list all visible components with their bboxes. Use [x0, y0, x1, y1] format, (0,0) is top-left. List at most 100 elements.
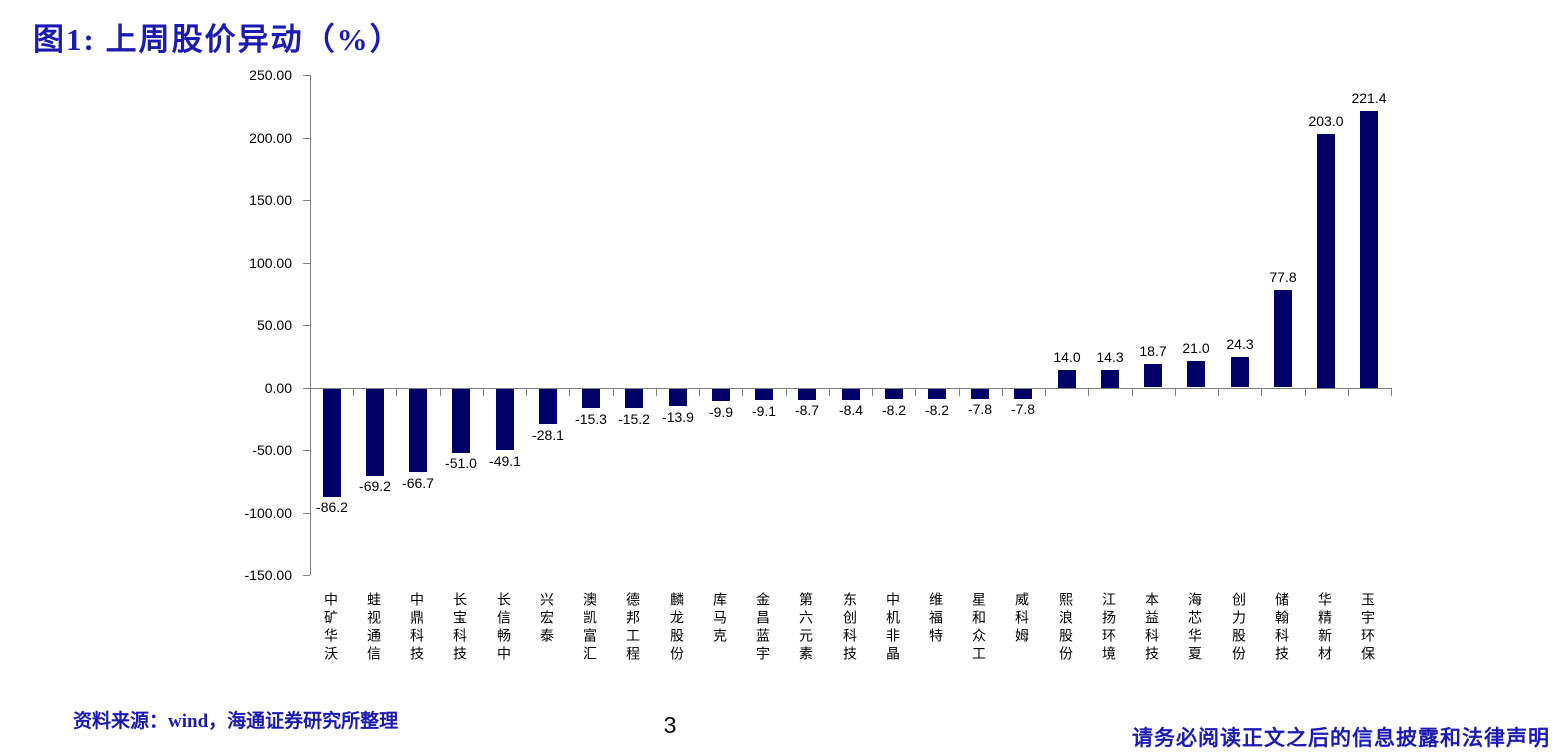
- category-label: 熙浪股份: [1058, 592, 1074, 664]
- x-axis-tick: [310, 388, 311, 396]
- value-label: 14.3: [1096, 349, 1124, 365]
- category-label: 维福特: [928, 592, 944, 646]
- bar: [798, 389, 816, 400]
- y-axis-tick: [303, 200, 310, 201]
- x-axis-tick: [656, 388, 657, 396]
- value-label: -28.1: [532, 427, 564, 443]
- x-axis-tick: [1088, 388, 1089, 396]
- value-label: 24.3: [1226, 336, 1254, 352]
- page-number: 3: [663, 712, 677, 738]
- category-label: 星和众工: [971, 592, 987, 664]
- y-axis-tick-label: -150.00: [244, 567, 292, 583]
- x-axis-tick: [915, 388, 916, 396]
- x-axis-tick: [483, 388, 484, 396]
- category-label: 本益科技: [1144, 592, 1160, 664]
- y-axis-tick-label: 50.00: [256, 317, 292, 333]
- bar: [1014, 389, 1032, 399]
- value-label: -9.9: [708, 404, 734, 420]
- value-label: -7.8: [967, 401, 993, 417]
- bar: [452, 389, 470, 453]
- y-axis-tick-label: 200.00: [249, 130, 292, 146]
- bar: [971, 389, 989, 399]
- value-label: 77.8: [1269, 269, 1297, 285]
- x-axis-tick: [1002, 388, 1003, 396]
- value-label: 18.7: [1139, 343, 1167, 359]
- x-axis-tick: [1175, 388, 1176, 396]
- bar: [496, 389, 514, 450]
- y-axis-tick: [303, 388, 310, 389]
- value-label: -8.7: [794, 402, 820, 418]
- y-axis-tick: [303, 325, 310, 326]
- x-axis-tick: [1261, 388, 1262, 396]
- bar: [885, 389, 903, 399]
- x-axis-tick: [1218, 388, 1219, 396]
- bar: [366, 389, 384, 476]
- x-axis-tick: [396, 388, 397, 396]
- x-axis-tick: [699, 388, 700, 396]
- bar: [323, 389, 341, 497]
- figure-title: 图1: 上周股价异动（%）: [33, 22, 403, 57]
- bar: [1058, 370, 1076, 388]
- category-label: 德邦工程: [625, 592, 641, 664]
- x-axis-tick: [1391, 388, 1392, 396]
- category-label: 澳凯富汇: [582, 592, 598, 664]
- value-label: -8.2: [881, 402, 907, 418]
- bar: [755, 389, 773, 400]
- bar: [1187, 361, 1205, 387]
- category-label: 储翰科技: [1274, 592, 1290, 664]
- y-axis-tick-label: -50.00: [252, 442, 292, 458]
- y-axis-tick: [303, 263, 310, 264]
- y-axis-tick: [303, 575, 310, 576]
- category-label: 创力股份: [1231, 592, 1247, 664]
- value-label: -8.2: [924, 402, 950, 418]
- x-axis-line: [310, 388, 1391, 389]
- value-label: -13.9: [662, 409, 694, 425]
- category-label: 麟龙股份: [669, 592, 685, 664]
- value-label: -8.4: [838, 402, 864, 418]
- x-axis-tick: [872, 388, 873, 396]
- bar: [1360, 111, 1378, 388]
- category-label: 第六元素: [798, 592, 814, 664]
- value-label: -66.7: [402, 475, 434, 491]
- x-axis-tick: [742, 388, 743, 396]
- category-label: 江扬环境: [1101, 592, 1117, 664]
- bar: [1274, 290, 1292, 387]
- x-axis-tick: [1045, 388, 1046, 396]
- category-label: 威科姆: [1014, 592, 1030, 646]
- value-label: 21.0: [1182, 340, 1210, 356]
- y-axis-tick-label: -100.00: [244, 505, 292, 521]
- x-axis-tick: [569, 388, 570, 396]
- y-axis-tick: [303, 138, 310, 139]
- bar: [539, 389, 557, 424]
- category-label: 金昌蓝宇: [755, 592, 771, 664]
- category-label: 兴宏泰: [539, 592, 555, 646]
- bar: [409, 389, 427, 472]
- bar: [842, 389, 860, 400]
- x-axis-tick: [613, 388, 614, 396]
- y-axis-tick-label: 100.00: [249, 255, 292, 271]
- x-axis-tick: [1348, 388, 1349, 396]
- value-label: 203.0: [1308, 113, 1344, 129]
- y-axis-tick-label: 150.00: [249, 192, 292, 208]
- x-axis-tick: [440, 388, 441, 396]
- value-label: 221.4: [1351, 90, 1387, 106]
- x-axis-tick: [353, 388, 354, 396]
- x-axis-tick: [829, 388, 830, 396]
- x-axis-tick: [526, 388, 527, 396]
- bar: [582, 389, 600, 408]
- value-label: -7.8: [1010, 401, 1036, 417]
- category-label: 东创科技: [842, 592, 858, 664]
- y-axis-tick: [303, 513, 310, 514]
- source-note: 资料来源：wind，海通证券研究所整理: [73, 711, 399, 732]
- category-label: 长宝科技: [452, 592, 468, 664]
- y-axis-tick-label: 250.00: [249, 67, 292, 83]
- category-label: 中鼎科技: [409, 592, 425, 664]
- value-label: -69.2: [359, 478, 391, 494]
- value-label: -15.3: [575, 411, 607, 427]
- bar: [669, 389, 687, 406]
- bar: [1317, 134, 1335, 388]
- category-label: 长信畅中: [496, 592, 512, 664]
- value-label: 14.0: [1053, 349, 1081, 365]
- category-label: 库马克: [712, 592, 728, 646]
